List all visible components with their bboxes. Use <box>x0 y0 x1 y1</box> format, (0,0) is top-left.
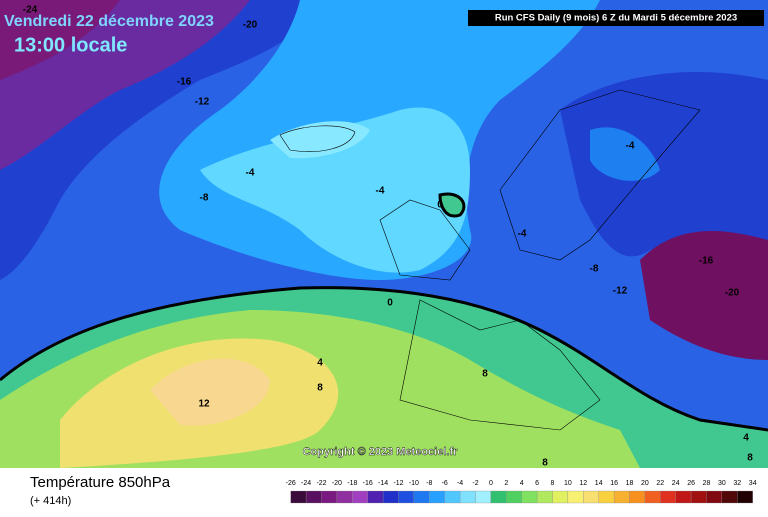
contour-label: 0 <box>437 200 443 211</box>
scale-swatch <box>321 490 338 504</box>
scale-label: 16 <box>610 480 618 487</box>
scale-label: 2 <box>504 480 508 487</box>
scale-label: 20 <box>641 480 649 487</box>
scale-swatch <box>552 490 569 504</box>
scale-swatch <box>613 490 630 504</box>
date: Vendredi 22 décembre 2023 <box>4 13 214 30</box>
scale-swatch <box>382 490 399 504</box>
scale-swatch <box>721 490 738 504</box>
scale-label: -2 <box>472 480 478 487</box>
scale-label: 6 <box>535 480 539 487</box>
scale-swatch <box>536 490 553 504</box>
scale-label: -24 <box>301 480 311 487</box>
contour-label: -4 <box>626 141 635 152</box>
scale-swatch <box>490 490 507 504</box>
scale-label: -4 <box>457 480 463 487</box>
scale-label: -22 <box>316 480 326 487</box>
scale-label: 10 <box>564 480 572 487</box>
scale-label: -26 <box>286 480 296 487</box>
scale-label: 26 <box>687 480 695 487</box>
scale-swatch <box>583 490 599 504</box>
scale-swatch <box>398 490 415 504</box>
scale-swatch <box>305 490 322 504</box>
copyright: Copyright © 2023 Meteociel.fr <box>303 446 459 458</box>
scale-label: 22 <box>656 480 664 487</box>
contour-label: 12 <box>198 399 210 410</box>
contour-label: -20 <box>725 288 740 299</box>
scale-swatch <box>336 490 353 504</box>
scale-label: 30 <box>718 480 726 487</box>
scale-swatch <box>706 490 723 504</box>
contour-label: -4 <box>246 168 255 179</box>
contour-label: -24 <box>23 5 38 16</box>
contour-label: 8 <box>747 453 753 464</box>
contour-label: -20 <box>243 20 258 31</box>
scale-label: -10 <box>409 480 419 487</box>
scale-label: 4 <box>520 480 524 487</box>
scale-swatch <box>598 490 615 504</box>
scale-swatch <box>475 490 492 504</box>
footer-title: Température 850hPa <box>30 474 171 491</box>
contour-label: -12 <box>195 97 210 108</box>
scale-swatch <box>521 490 538 504</box>
scale-label: -14 <box>378 480 388 487</box>
scale-swatch <box>675 490 692 504</box>
contour-label: 8 <box>542 458 548 469</box>
scale-swatch <box>660 490 676 504</box>
run-box <box>468 10 764 26</box>
scale-swatch <box>629 490 646 504</box>
contour-label: 4 <box>743 433 749 444</box>
footer <box>0 468 768 512</box>
time: 13:00 locale <box>14 34 127 56</box>
contour-label: 8 <box>482 369 488 380</box>
scale-label: -16 <box>363 480 373 487</box>
footer-lead: (+ 414h) <box>30 495 71 507</box>
scale-swatch <box>290 490 307 504</box>
scale-swatch <box>352 490 368 504</box>
contour-label: -8 <box>200 193 209 204</box>
scale-label: 34 <box>749 480 757 487</box>
scale-label: 24 <box>672 480 680 487</box>
scale-label: 0 <box>489 480 493 487</box>
contour-label: -12 <box>613 286 628 297</box>
contour-label: 0 <box>387 298 393 309</box>
scale-swatch <box>429 490 445 504</box>
scale-label: -6 <box>442 480 448 487</box>
scale-label: 18 <box>626 480 634 487</box>
scale-swatch <box>444 490 461 504</box>
scale-swatch <box>737 490 753 504</box>
map-background <box>0 0 768 468</box>
contour-label: -4 <box>376 186 385 197</box>
scale-label: -12 <box>393 480 403 487</box>
contour-label: -4 <box>518 229 527 240</box>
scale-swatch <box>413 490 430 504</box>
scale-swatch <box>690 490 707 504</box>
scale-label: 32 <box>733 480 741 487</box>
scale-label: 12 <box>579 480 587 487</box>
contour-label: 4 <box>317 358 323 369</box>
scale-swatch <box>459 490 476 504</box>
contour-label: -16 <box>177 77 192 88</box>
contour-label: -16 <box>699 256 714 267</box>
contour-label: -8 <box>590 264 599 275</box>
scale-label: -8 <box>426 480 432 487</box>
scale-swatch <box>567 490 584 504</box>
scale-label: 28 <box>703 480 711 487</box>
run-info: Run CFS Daily (9 mois) 6 Z du Mardi 5 dé… <box>495 13 737 24</box>
scale-label: -18 <box>347 480 357 487</box>
scale-swatch <box>367 490 384 504</box>
scale-swatch <box>506 490 522 504</box>
scale-swatch <box>644 490 661 504</box>
scale-label: -20 <box>332 480 342 487</box>
scale-label: 8 <box>551 480 555 487</box>
contour-label: 8 <box>317 383 323 394</box>
scale-label: 14 <box>595 480 603 487</box>
